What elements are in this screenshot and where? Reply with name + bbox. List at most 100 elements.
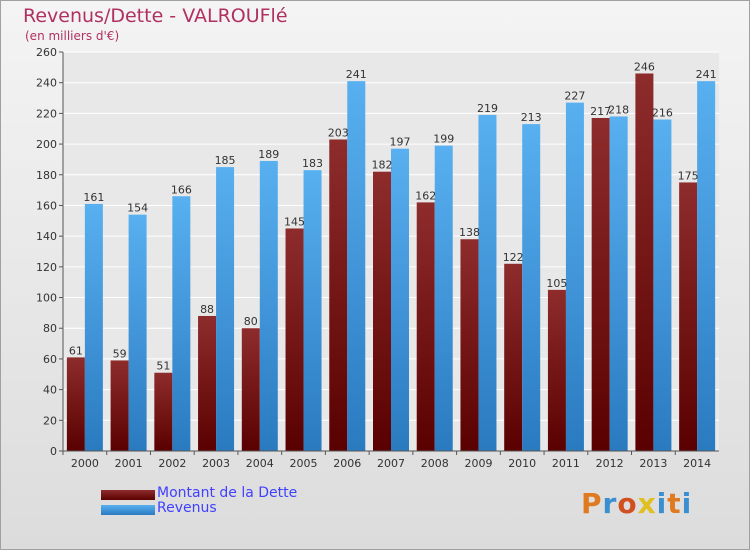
data-label: 213: [521, 111, 542, 124]
logo-letter: P: [581, 487, 603, 520]
bar-debt: [547, 289, 566, 451]
chart-subtitle: (en milliers d'€): [25, 29, 120, 43]
bar-revenus: [697, 81, 716, 452]
bar-debt: [373, 171, 391, 451]
data-label: 219: [477, 102, 498, 115]
x-tick-label: 2006: [333, 457, 361, 470]
data-label: 80: [244, 315, 258, 328]
y-tick-label: 240: [36, 77, 57, 90]
data-label: 218: [608, 103, 629, 116]
logo-letter: x: [637, 487, 657, 520]
bar-revenus: [347, 81, 366, 452]
x-tick-label: 2003: [202, 457, 230, 470]
bar-debt: [154, 372, 173, 451]
bar-revenus: [303, 170, 322, 451]
legend-swatch-revenus: [101, 505, 155, 515]
bar-revenus: [216, 167, 235, 451]
data-label: 59: [113, 347, 127, 360]
data-label: 199: [433, 133, 454, 146]
x-tick-label: 2004: [246, 457, 274, 470]
y-tick-label: 40: [43, 384, 57, 397]
bar-debt: [329, 139, 348, 451]
x-tick-label: 2013: [639, 457, 667, 470]
bar-debt: [591, 117, 610, 451]
data-label: 182: [372, 159, 393, 172]
data-label: 241: [346, 68, 367, 81]
y-tick-label: 120: [36, 261, 57, 274]
bar-debt: [504, 263, 523, 451]
bar-revenus: [609, 116, 628, 451]
logo-letter: o: [617, 487, 638, 520]
x-tick-label: 2010: [508, 457, 536, 470]
bar-debt: [679, 182, 698, 451]
data-label: 138: [459, 226, 480, 239]
x-tick-label: 2008: [421, 457, 449, 470]
x-tick-label: 2007: [377, 457, 405, 470]
bar-debt: [416, 202, 435, 451]
bars: [66, 73, 716, 452]
bar-debt: [241, 328, 260, 451]
data-label: 166: [171, 183, 192, 196]
bar-revenus: [391, 148, 409, 451]
x-tick-label: 2000: [71, 457, 99, 470]
bar-revenus: [478, 114, 497, 452]
logo-letter: i: [681, 487, 693, 520]
y-tick-label: 200: [36, 138, 57, 151]
y-tick-label: 0: [50, 445, 57, 458]
bar-debt: [66, 357, 85, 451]
bar-revenus: [259, 160, 278, 451]
x-tick-label: 2001: [115, 457, 143, 470]
data-label: 61: [69, 344, 83, 357]
data-label: 51: [156, 360, 170, 373]
y-tick-label: 140: [36, 230, 57, 243]
bar-debt: [285, 228, 304, 451]
data-label: 161: [83, 191, 104, 204]
data-label: 183: [302, 157, 323, 170]
data-label: 197: [390, 136, 411, 149]
bar-revenus: [434, 145, 453, 451]
logo-letter: r: [602, 487, 618, 520]
logo-letter: i: [656, 487, 668, 520]
legend-swatch-debt: [101, 490, 155, 500]
data-labels: 61 161 59 154 51 166 88 185 80 189 145 183 203 241 182…: [69, 60, 717, 372]
bar-debt: [110, 360, 129, 451]
legend-label-revenus: Revenus: [157, 500, 217, 516]
proxiti-logo: Proxiti: [581, 487, 692, 520]
y-tick-label: 100: [36, 292, 57, 305]
data-label: 145: [284, 215, 305, 228]
data-label: 185: [215, 154, 236, 167]
x-tick-label: 2012: [596, 457, 624, 470]
data-label: 217: [590, 105, 611, 118]
data-label: 189: [258, 148, 279, 161]
data-label: 216: [652, 107, 673, 120]
bar-revenus: [172, 196, 191, 451]
x-tick-label: 2002: [158, 457, 186, 470]
data-label: 246: [634, 60, 655, 73]
data-label: 227: [564, 90, 585, 103]
bar-revenus: [565, 102, 584, 452]
y-tick-label: 60: [43, 353, 57, 366]
data-label: 105: [546, 277, 567, 290]
bar-revenus: [522, 124, 541, 451]
logo-letter: t: [667, 487, 682, 520]
data-label: 88: [200, 303, 214, 316]
data-label: 162: [415, 189, 436, 202]
axes: 0 20 40 60 80 100 120 140 160 180 200 220 240 260 2000…: [36, 46, 719, 470]
data-label: 203: [328, 126, 349, 139]
bar-debt: [198, 315, 217, 451]
bar-debt: [460, 239, 479, 451]
bar-debt: [635, 73, 654, 451]
y-tick-label: 220: [36, 107, 57, 120]
data-label: 154: [127, 202, 148, 215]
x-tick-label: 2009: [464, 457, 492, 470]
x-tick-label: 2014: [683, 457, 711, 470]
bar-revenus: [128, 214, 147, 451]
y-tick-label: 180: [36, 169, 57, 182]
y-tick-label: 260: [36, 46, 57, 59]
legend-label-debt: Montant de la Dette: [157, 485, 298, 501]
data-label: 175: [678, 169, 699, 182]
bar-revenus: [84, 203, 103, 451]
x-tick-label: 2011: [552, 457, 580, 470]
